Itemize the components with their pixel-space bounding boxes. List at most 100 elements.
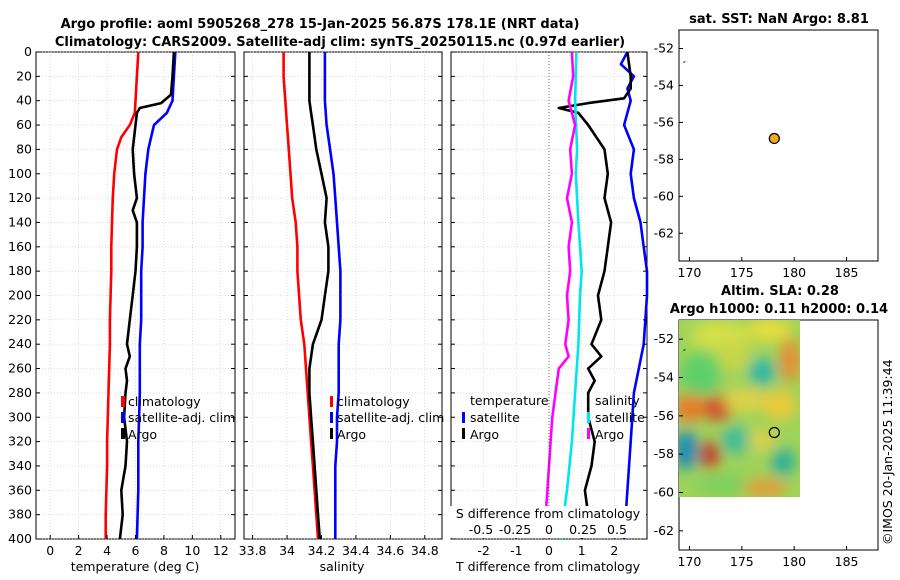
legend-swatch-s-argo: [587, 428, 590, 439]
series-line-argo: [308, 52, 330, 540]
lat-tick-label: -58: [654, 446, 674, 461]
land-speck: [683, 349, 686, 351]
y-tick-label: 0: [24, 44, 32, 59]
s-difference-axis-label: S difference from climatology: [456, 506, 641, 521]
series-line-climatology: [104, 51, 140, 539]
lat-tick-label: -60: [654, 485, 674, 500]
y-tick-label: 260: [8, 361, 32, 376]
lon-tick-label: 175: [730, 554, 754, 569]
sla-map-title: Altim. SLA: 0.28: [721, 284, 839, 299]
sst-map-panel: sat. SST: NaN Argo: 8.81 170 175 180 185 -52…: [654, 12, 879, 280]
legend-label-t-argo: Argo: [470, 427, 499, 442]
y-tick-label: 200: [8, 288, 32, 303]
sla-heatmap: [679, 320, 800, 497]
lon-tick-label: 180: [782, 554, 806, 569]
legend-label-satellite: satellite-adj. clim: [337, 410, 444, 425]
sst-map-frame: [678, 29, 879, 262]
legend-label-s-argo: Argo: [595, 427, 624, 442]
s-difference-ticklabels: -0.5 -0.25 0 0.25 0.5: [469, 522, 627, 537]
legend-swatch-climatology: [330, 396, 333, 407]
lat-tick-label: -58: [654, 151, 674, 166]
salinity-xlabel: salinity: [320, 559, 365, 574]
legend-swatch-satellite: [121, 412, 125, 423]
x-tick-label: 33.8: [239, 543, 267, 558]
series-line-s-satellite: [559, 51, 584, 540]
temperature-xlabel: temperature (deg C): [71, 559, 200, 574]
lon-tick-label: 170: [678, 554, 702, 569]
legend-swatch-satellite: [330, 412, 333, 423]
x-tick-label: -2: [477, 543, 489, 558]
x-tick-label: 34.8: [411, 543, 439, 558]
legend-label-climatology: climatology: [128, 394, 201, 409]
x-tick-label: 8: [160, 543, 168, 558]
series-line-satellite-adj-clim: [323, 52, 342, 539]
series-line-t-satellite: [619, 51, 649, 540]
y-tick-label: 140: [8, 214, 32, 229]
x-tick-label: -1: [510, 543, 522, 558]
series-line-argo: [118, 51, 176, 540]
lon-tick-label: 185: [835, 265, 859, 280]
x-tick-label: 34.6: [376, 543, 404, 558]
y-tick-label: 300: [8, 409, 32, 424]
series-line-climatology: [282, 52, 320, 540]
sla-map-panel: Altim. SLA: 0.28 Argo h1000: 0.11 h2000:…: [654, 284, 889, 569]
y-tick-label: 20: [16, 68, 32, 83]
legend-swatch-t-argo: [462, 428, 465, 439]
series-line-s-argo: [542, 51, 577, 540]
y-tick-label: 80: [16, 141, 32, 156]
imos-timestamp: ©IMOS 20-Jan-2025 11:39:44: [880, 359, 895, 545]
lat-tick-label: -54: [654, 77, 674, 92]
y-tick-label: 160: [8, 239, 32, 254]
lat-tick-label: -52: [654, 40, 674, 55]
y-tick-label: 180: [8, 263, 32, 278]
y-tick-label: 340: [8, 458, 32, 473]
lon-tick-label: 185: [835, 554, 859, 569]
lon-tick-label: 175: [730, 265, 754, 280]
legend-label-satellite: satellite-adj. clim: [128, 410, 235, 425]
x-tick-label: 34: [279, 543, 295, 558]
x-tick-label: 0: [46, 543, 54, 558]
legend-label-t-satellite: satellite: [470, 410, 520, 425]
legend-label-argo: Argo: [128, 427, 157, 442]
legend-swatch-argo: [330, 428, 333, 439]
difference-profile-panel: -2 -1 0 1 2 T difference from climatology S …: [450, 51, 649, 574]
s-tick-label: 0: [545, 522, 553, 537]
s-tick-label: -0.25: [499, 522, 531, 537]
temperature-profile-panel: 0204060801001201401601802002202402602803…: [8, 44, 236, 574]
y-tick-label: 320: [8, 434, 32, 449]
y-tick-label: 100: [8, 166, 32, 181]
lat-tick-label: -56: [654, 114, 674, 129]
legend-label-s-satellite: satellite: [595, 410, 645, 425]
legend-title-temperature: temperature: [470, 393, 549, 408]
y-tick-label: 60: [16, 117, 32, 132]
x-tick-label: 12: [213, 543, 229, 558]
legend-swatch-t-satellite: [462, 412, 465, 423]
sla-map-subtitle: Argo h1000: 0.11 h2000: 0.14: [670, 302, 888, 317]
lat-tick-label: -62: [654, 523, 674, 538]
legend-swatch-climatology: [121, 396, 125, 407]
s-tick-label: 0.25: [569, 522, 597, 537]
lon-tick-label: 170: [678, 265, 702, 280]
salinity-legend: climatology satellite-adj. clim Argo: [330, 394, 444, 442]
y-tick-label: 360: [8, 482, 32, 497]
x-tick-label: 1: [578, 543, 586, 558]
x-tick-label: 2: [75, 543, 83, 558]
y-tick-label: 380: [8, 507, 32, 522]
figure-title-line2: Climatology: CARS2009. Satellite-adj cli…: [55, 35, 625, 50]
legend-label-argo: Argo: [337, 427, 366, 442]
argo-float-marker: [768, 426, 780, 439]
x-tick-label: 6: [132, 543, 140, 558]
y-tick-label: 240: [8, 336, 32, 351]
x-tick-label: 34.4: [342, 543, 370, 558]
x-tick-label: 0: [545, 543, 553, 558]
lat-tick-label: -60: [654, 188, 674, 203]
difference-legend: temperature salinity satellite Argo sate…: [462, 393, 645, 442]
y-tick-label: 280: [8, 385, 32, 400]
salinity-profile-panel: 33.8 34 34.2 34.4 34.6 34.8 salinity climatol…: [239, 51, 444, 574]
x-tick-label: 34.2: [308, 543, 336, 558]
legend-label-climatology: climatology: [337, 394, 410, 409]
argo-float-marker: [768, 132, 780, 145]
x-tick-label: 4: [103, 543, 111, 558]
y-tick-label: 40: [16, 93, 32, 108]
